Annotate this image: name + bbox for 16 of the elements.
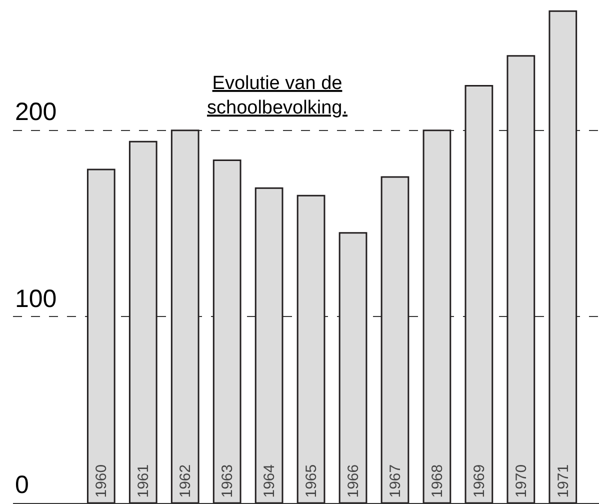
text: Evolutie van de schoolbevolking. [207, 73, 348, 119]
x-tick-label: 1964 [260, 464, 278, 498]
x-tick-label: 1967 [386, 464, 404, 498]
x-tick-label: 1966 [344, 464, 362, 498]
y-tick-label: 100 [15, 285, 57, 313]
x-tick-label: 1960 [93, 464, 110, 498]
x-tick-label: 1963 [218, 464, 236, 498]
x-tick-label: 1961 [135, 464, 152, 498]
y-tick-label: 200 [15, 98, 57, 126]
x-tick-label: 1968 [428, 464, 446, 498]
x-tick-label: 1965 [302, 464, 320, 498]
x-tick-label: 1970 [512, 464, 530, 498]
y-tick-label: 0 [15, 471, 29, 499]
x-tick-label: 1971 [554, 464, 572, 498]
x-tick-label: 1969 [470, 464, 488, 498]
x-tick-label: 1962 [176, 464, 194, 498]
